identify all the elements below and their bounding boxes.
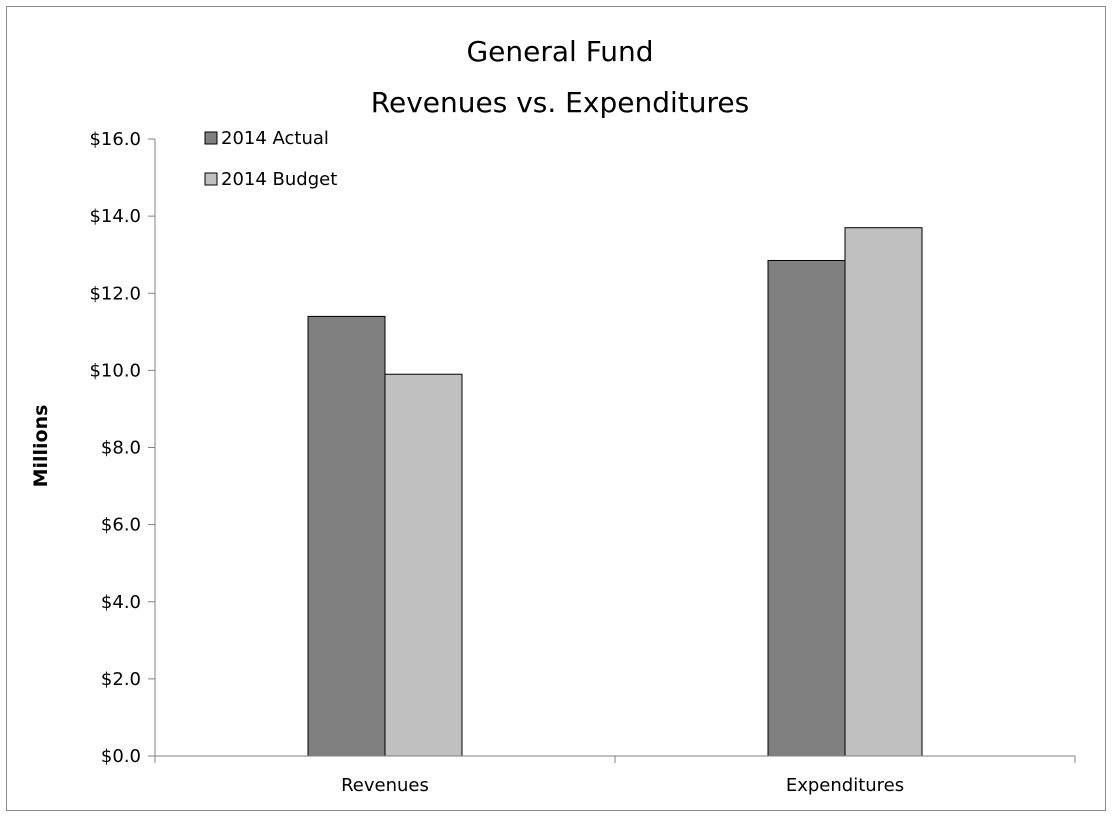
- y-tick-label: $14.0: [89, 206, 141, 227]
- y-tick-label: $0.0: [101, 746, 141, 767]
- legend-swatch: [204, 172, 218, 186]
- legend: 2014 Actual 2014 Budget: [204, 128, 337, 190]
- y-tick-label: $12.0: [89, 283, 141, 304]
- y-axis-title: Millions: [30, 405, 52, 488]
- y-tick-label: $2.0: [101, 669, 141, 690]
- y-tick-label: $4.0: [101, 592, 141, 613]
- bars: [307, 227, 923, 757]
- chart-title-line-1: General Fund: [466, 35, 653, 68]
- y-axis: $0.0 $2.0 $4.0 $6.0 $8.0 $10.0 $12.0 $14.0 $16.0: [89, 129, 156, 767]
- y-tick-label: $8.0: [101, 438, 141, 459]
- chart-frame: [6, 6, 1106, 811]
- legend-label: 2014 Actual: [221, 128, 329, 149]
- bar-2014-budget-revenues: [384, 373, 463, 757]
- x-axis: Revenues Expenditures: [154, 755, 1076, 796]
- y-tick-label: $6.0: [101, 515, 141, 536]
- bar-2014-budget-expenditures: [844, 227, 923, 757]
- legend-label: 2014 Budget: [221, 169, 337, 190]
- bar-2014-actual-revenues: [307, 315, 386, 757]
- bar-2014-actual-expenditures: [767, 259, 846, 757]
- x-tick-label: Revenues: [341, 775, 429, 796]
- chart-title: General Fund Revenues vs. Expenditures: [371, 35, 749, 119]
- y-tick-label: $16.0: [89, 129, 141, 150]
- y-tick-label: $10.0: [89, 360, 141, 381]
- x-tick-label: Expenditures: [786, 775, 904, 796]
- legend-swatch: [204, 131, 218, 145]
- chart-title-line-2: Revenues vs. Expenditures: [371, 86, 749, 119]
